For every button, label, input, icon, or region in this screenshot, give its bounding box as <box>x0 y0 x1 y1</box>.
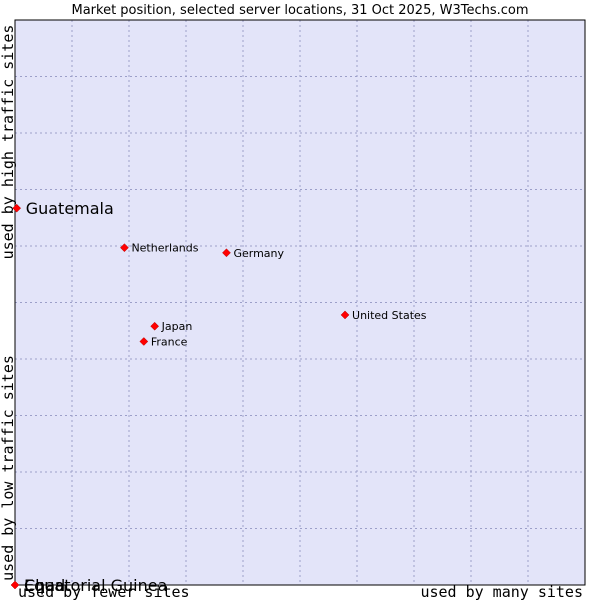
x-axis-label-high: used by many sites <box>420 583 583 600</box>
point-marker-germany <box>222 248 231 258</box>
point-label-guatemala: Guatemala <box>26 199 114 218</box>
point-label-france: France <box>151 335 188 348</box>
point-marker-netherlands <box>120 243 129 253</box>
point-marker-japan <box>150 321 160 331</box>
chart-title: Market position, selected server locatio… <box>71 3 528 18</box>
point-label-chad: Chad <box>24 576 65 595</box>
point-marker-equatorial-guinea <box>10 580 20 590</box>
point-label-equatorial-guinea: Equatorial Guinea <box>24 576 167 595</box>
point-label-united-states: United States <box>352 309 427 322</box>
point-marker-france <box>139 337 149 346</box>
plot-border <box>14 19 586 586</box>
grid-lines <box>15 20 585 585</box>
y-axis-label-high: used by high traffic sites <box>0 25 17 260</box>
point-marker-united-states <box>340 310 350 320</box>
point-label-japan: Japan <box>161 320 193 333</box>
y-axis-label-low: used by low traffic sites <box>0 355 17 581</box>
x-axis-label-low: used by fewer sites <box>18 583 190 600</box>
point-label-germany: Germany <box>233 247 284 260</box>
point-label-netherlands: Netherlands <box>131 242 198 255</box>
point-marker-guatemala <box>12 203 22 213</box>
data-points: Guatemala Netherlands Germany United States… <box>10 199 427 595</box>
